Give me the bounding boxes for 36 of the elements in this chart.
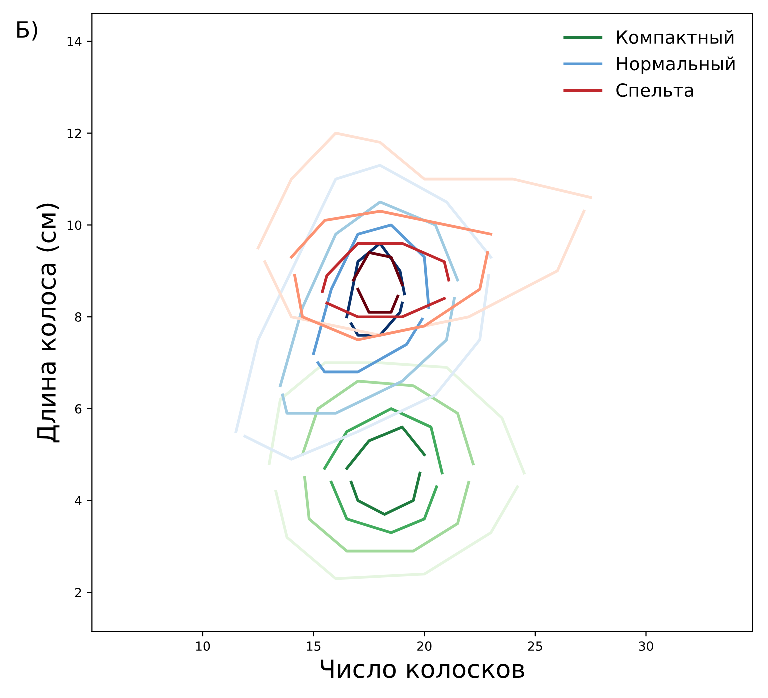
- y-tick-label: 8: [75, 312, 82, 322]
- x-tick-label: 10: [196, 642, 210, 652]
- y-tick-label: 12: [68, 128, 82, 138]
- y-tick-label: 2: [75, 588, 82, 598]
- line-series: [346, 426, 426, 470]
- x-tick-label: 15: [307, 642, 321, 652]
- line-series: [316, 318, 424, 374]
- line-series: [234, 164, 492, 434]
- line-series: [279, 200, 460, 388]
- y-tick-label: 4: [75, 496, 82, 506]
- line-series: [323, 408, 444, 475]
- line-series: [290, 210, 492, 259]
- x-tick-label: 30: [639, 642, 654, 652]
- line-series: [268, 362, 526, 475]
- y-tick-label: 14: [68, 37, 82, 46]
- line-series: [330, 481, 438, 534]
- line-series: [244, 274, 490, 461]
- line-series: [274, 486, 520, 580]
- legend-label: Спельта: [616, 84, 694, 98]
- line-series: [321, 242, 450, 294]
- x-tick-label: 25: [528, 642, 542, 652]
- x-axis-title: Число колосков: [321, 660, 524, 678]
- legend-label: Компактный: [617, 30, 734, 44]
- line-series: [257, 132, 592, 250]
- line-series: [294, 251, 490, 342]
- line-series: [304, 476, 470, 553]
- line-series: [350, 472, 422, 516]
- line-series: [301, 380, 475, 466]
- legend-label: Нормальный: [617, 56, 735, 74]
- y-tick-label: 6: [75, 404, 82, 414]
- text: Б): [18, 20, 38, 41]
- line-series: [352, 251, 404, 286]
- x-tick-label: 20: [418, 642, 432, 652]
- y-axis-title: Длина колоса (см): [36, 204, 60, 443]
- y-tick-label: 10: [68, 220, 82, 230]
- line-series: [281, 297, 456, 415]
